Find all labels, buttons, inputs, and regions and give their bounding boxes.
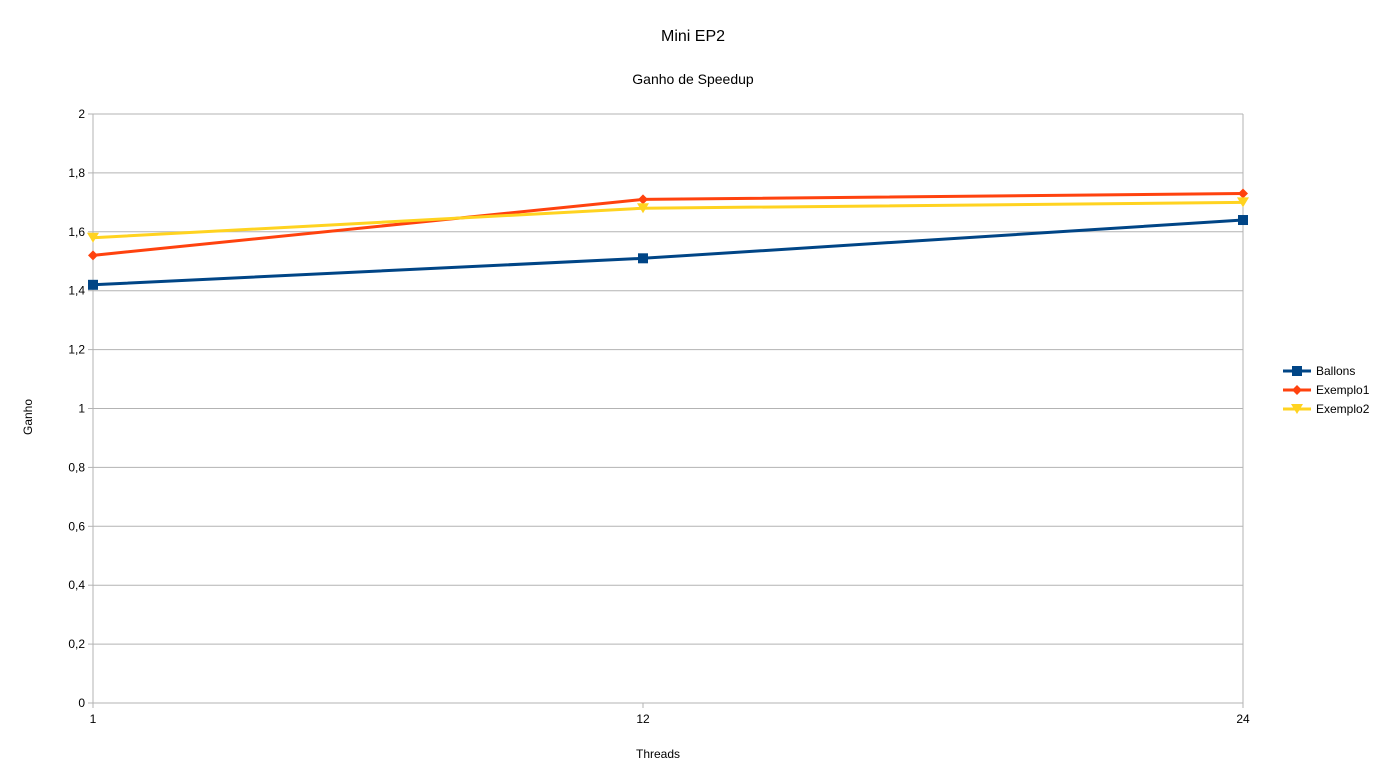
data-point-exemplo2-2	[1237, 197, 1249, 208]
series-group	[87, 188, 1249, 290]
legend-marker-exemplo1	[1292, 385, 1302, 395]
gridlines	[92, 113, 1244, 708]
legend: Ballons Exemplo1 Exemplo2	[1283, 364, 1370, 416]
y-tick-label-2: 0,4	[68, 578, 85, 592]
y-tick-label-10: 2	[78, 107, 85, 121]
y-tick-label-1: 0,2	[68, 637, 85, 651]
data-point-exemplo1-2	[1238, 188, 1248, 199]
data-point-ballons-0	[88, 279, 98, 290]
y-tick-label-4: 0,8	[68, 460, 85, 474]
x-tick-label-2: 24	[1236, 712, 1250, 726]
y-tick-label-5: 1	[78, 402, 85, 416]
x-tick-label-0: 1	[90, 712, 97, 726]
y-tick-label-8: 1,6	[68, 225, 85, 239]
y-tick-label-0: 0	[78, 696, 85, 710]
legend-label-ballons: Ballons	[1316, 364, 1355, 378]
y-tick-label-3: 0,6	[68, 519, 85, 533]
y-tick-label-9: 1,8	[68, 166, 85, 180]
data-point-exemplo1-0	[88, 250, 98, 261]
legend-label-exemplo1: Exemplo1	[1316, 383, 1370, 397]
chart-title: Mini EP2	[661, 28, 725, 45]
y-axis-label: Ganho	[21, 399, 35, 435]
data-point-exemplo1-1	[638, 194, 648, 205]
data-point-exemplo2-1	[637, 203, 649, 214]
x-axis-ticks: 1 12 24	[90, 703, 1250, 726]
data-point-exemplo2-0	[87, 232, 99, 243]
legend-marker-ballons	[1292, 366, 1302, 376]
y-axis-ticks: 0 0,2 0,4 0,6 0,8 1 1,2 1,4 1,6 1,8 2	[68, 107, 93, 710]
x-tick-label-1: 12	[636, 712, 650, 726]
legend-item-exemplo2: Exemplo2	[1283, 402, 1370, 416]
legend-item-ballons: Ballons	[1283, 364, 1355, 378]
y-tick-label-6: 1,2	[68, 343, 85, 357]
legend-marker-exemplo2	[1291, 404, 1303, 414]
x-axis-label: Threads	[636, 747, 680, 761]
legend-item-exemplo1: Exemplo1	[1283, 383, 1370, 397]
chart-subtitle: Ganho de Speedup	[632, 71, 754, 87]
y-tick-label-7: 1,4	[68, 284, 85, 298]
legend-label-exemplo2: Exemplo2	[1316, 402, 1370, 416]
data-point-ballons-2	[1238, 215, 1248, 226]
data-point-ballons-1	[638, 253, 648, 264]
